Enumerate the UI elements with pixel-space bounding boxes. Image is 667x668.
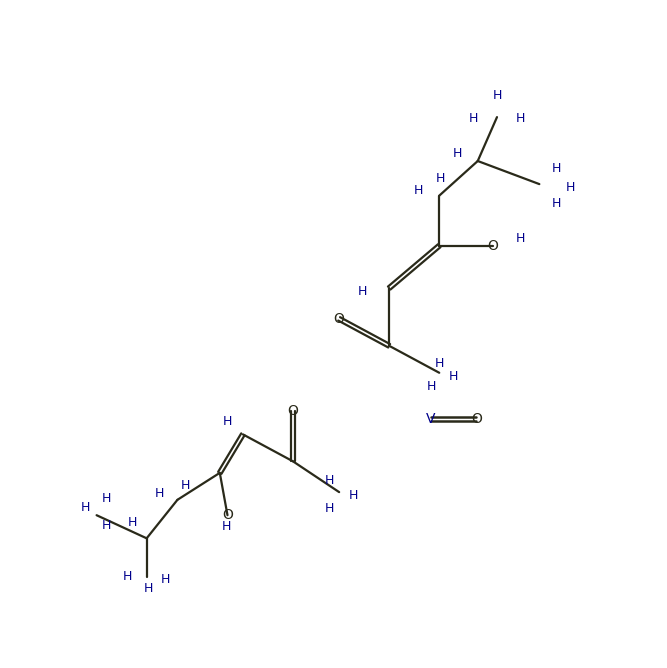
Text: H: H xyxy=(128,516,137,530)
Text: O: O xyxy=(488,238,498,253)
Text: H: H xyxy=(325,474,335,487)
Text: H: H xyxy=(448,370,458,383)
Text: H: H xyxy=(143,582,153,595)
Text: H: H xyxy=(436,172,446,185)
Text: H: H xyxy=(325,502,335,515)
Text: H: H xyxy=(492,89,502,102)
Text: O: O xyxy=(471,412,482,426)
Text: H: H xyxy=(414,184,423,197)
Text: H: H xyxy=(161,572,171,586)
Text: H: H xyxy=(181,480,190,492)
Text: H: H xyxy=(223,415,232,428)
Text: H: H xyxy=(102,492,111,505)
Text: H: H xyxy=(566,182,575,194)
Text: H: H xyxy=(154,487,163,500)
Text: H: H xyxy=(123,570,132,583)
Text: O: O xyxy=(222,508,233,522)
Text: H: H xyxy=(80,501,90,514)
Text: H: H xyxy=(348,490,358,502)
Text: H: H xyxy=(358,285,367,299)
Text: O: O xyxy=(287,404,298,418)
Text: H: H xyxy=(427,380,436,393)
Text: H: H xyxy=(469,112,479,125)
Text: O: O xyxy=(334,312,345,326)
Text: H: H xyxy=(516,112,525,125)
Text: H: H xyxy=(452,147,462,160)
Text: V: V xyxy=(426,412,436,426)
Text: H: H xyxy=(552,197,561,210)
Text: H: H xyxy=(221,520,231,533)
Text: H: H xyxy=(516,232,525,244)
Text: H: H xyxy=(435,357,444,370)
Text: H: H xyxy=(552,162,561,175)
Text: H: H xyxy=(102,519,111,532)
